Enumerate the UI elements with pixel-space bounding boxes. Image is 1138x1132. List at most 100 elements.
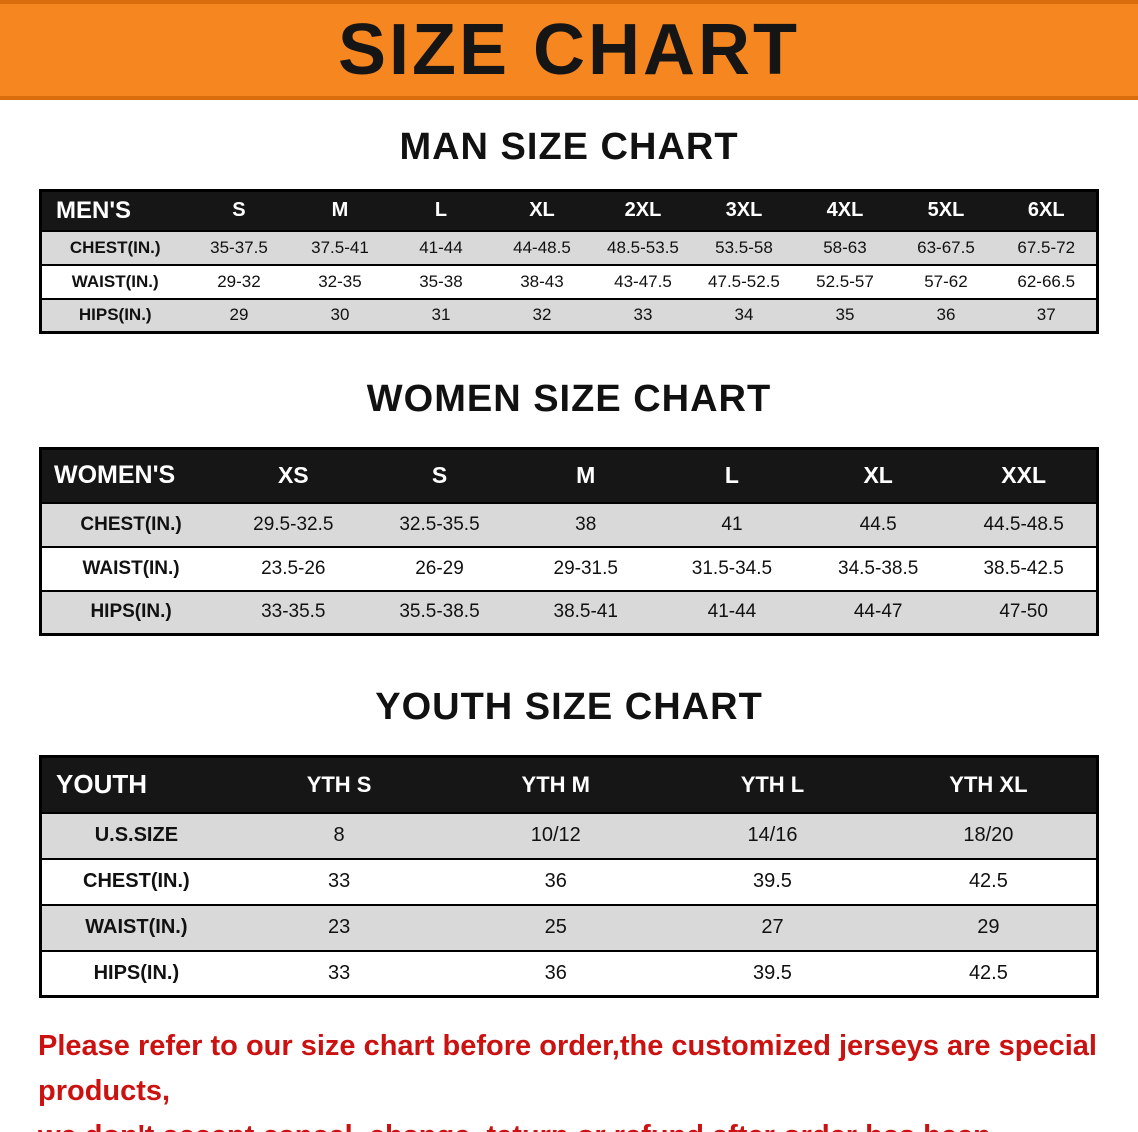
column-header-cell: L xyxy=(658,448,806,503)
women-size-table-wrap: WOMEN'S XS S M L XL XXL CHEST(IN.) 29.5-32.5 32.5… xyxy=(39,447,1099,636)
value-cell: 38.5-42.5 xyxy=(951,545,1098,591)
table-row: HIPS(IN.) 33 36 39.5 42.5 xyxy=(40,949,1098,997)
table-title-cell: YOUTH xyxy=(40,756,231,813)
youth-size-table: YOUTH YTH S YTH M YTH L YTH XL U.S.SIZE 8 10/12… xyxy=(39,755,1099,998)
value-cell: 33 xyxy=(230,949,448,997)
value-cell: 58-63 xyxy=(794,229,896,265)
value-cell: 23.5-26 xyxy=(220,545,367,591)
footer-line-1: Please refer to our size chart before or… xyxy=(38,1030,1097,1107)
value-cell: 44.5 xyxy=(805,501,952,547)
value-cell: 36 xyxy=(447,949,665,997)
section-heading-women: WOMEN SIZE CHART xyxy=(366,378,772,420)
row-label-cell: CHEST(IN.) xyxy=(40,501,221,547)
value-cell: 32-35 xyxy=(289,263,391,299)
women-size-table: WOMEN'S XS S M L XL XXL CHEST(IN.) 29.5-32.5 32.5… xyxy=(39,447,1099,636)
column-header-cell: XL xyxy=(805,448,952,503)
value-cell: 29-31.5 xyxy=(512,545,659,591)
men-size-table: MEN'S S M L XL 2XL 3XL 4XL 5XL 6XL CHEST(IN.) 35-37… xyxy=(39,189,1099,334)
value-cell: 44-47 xyxy=(805,589,952,635)
value-cell: 38-43 xyxy=(491,263,593,299)
value-cell: 39.5 xyxy=(664,857,881,905)
table-title-cell: WOMEN'S xyxy=(40,448,221,503)
row-label-cell: CHEST(IN.) xyxy=(40,857,231,905)
table-header-row: MEN'S S M L XL 2XL 3XL 4XL 5XL 6XL xyxy=(40,190,1098,231)
value-cell: 44-48.5 xyxy=(491,229,593,265)
table-row: CHEST(IN.) 29.5-32.5 32.5-35.5 38 41 44.5 44.5… xyxy=(40,501,1098,547)
value-cell: 52.5-57 xyxy=(794,263,896,299)
row-label-cell: WAIST(IN.) xyxy=(40,545,221,591)
row-label-cell: HIPS(IN.) xyxy=(40,949,231,997)
column-header-cell: XL xyxy=(491,190,593,231)
value-cell: 36 xyxy=(447,857,665,905)
value-cell: 31.5-34.5 xyxy=(658,545,806,591)
table-row: HIPS(IN.) 33-35.5 35.5-38.5 38.5-41 41-44 44-… xyxy=(40,589,1098,635)
value-cell: 33 xyxy=(592,297,694,333)
value-cell: 41 xyxy=(658,501,806,547)
value-cell: 29 xyxy=(880,903,1098,951)
value-cell: 23 xyxy=(230,903,448,951)
column-header-cell: 2XL xyxy=(592,190,694,231)
column-header-cell: M xyxy=(289,190,391,231)
value-cell: 39.5 xyxy=(664,949,881,997)
value-cell: 38.5-41 xyxy=(512,589,659,635)
column-header-cell: YTH M xyxy=(447,756,665,813)
value-cell: 43-47.5 xyxy=(592,263,694,299)
value-cell: 47-50 xyxy=(951,589,1098,635)
value-cell: 38 xyxy=(512,501,659,547)
value-cell: 32 xyxy=(491,297,593,333)
value-cell: 29 xyxy=(188,297,290,333)
value-cell: 35.5-38.5 xyxy=(366,589,513,635)
men-size-section: MAN SIZE CHART MEN'S S M L XL 2XL 3XL 4XL 5XL 6XL… xyxy=(0,126,1138,334)
page-title: SIZE CHART xyxy=(338,10,800,90)
value-cell: 53.5-58 xyxy=(693,229,795,265)
table-row: HIPS(IN.) 29 30 31 32 33 34 35 36 37 xyxy=(40,297,1098,333)
value-cell: 35-38 xyxy=(390,263,492,299)
women-size-section: WOMEN SIZE CHART WOMEN'S XS S M L XL XXL CHEST(… xyxy=(0,378,1138,636)
column-header-cell: 5XL xyxy=(895,190,997,231)
row-label-cell: U.S.SIZE xyxy=(40,811,231,859)
value-cell: 33 xyxy=(230,857,448,905)
value-cell: 34 xyxy=(693,297,795,333)
column-header-cell: XXL xyxy=(951,448,1098,503)
value-cell: 67.5-72 xyxy=(996,229,1098,265)
value-cell: 35-37.5 xyxy=(188,229,290,265)
value-cell: 36 xyxy=(895,297,997,333)
value-cell: 57-62 xyxy=(895,263,997,299)
row-label-cell: HIPS(IN.) xyxy=(40,589,221,635)
value-cell: 30 xyxy=(289,297,391,333)
value-cell: 27 xyxy=(664,903,881,951)
value-cell: 35 xyxy=(794,297,896,333)
value-cell: 26-29 xyxy=(366,545,513,591)
row-label-cell: WAIST(IN.) xyxy=(40,903,231,951)
value-cell: 41-44 xyxy=(658,589,806,635)
table-row: WAIST(IN.) 23.5-26 26-29 29-31.5 31.5-34.5 34… xyxy=(40,545,1098,591)
youth-size-section: YOUTH SIZE CHART YOUTH YTH S YTH M YTH L YTH… xyxy=(0,686,1138,998)
footer-note: Please refer to our size chart before or… xyxy=(0,1024,1138,1132)
section-heading-youth: YOUTH SIZE CHART xyxy=(375,686,763,728)
value-cell: 32.5-35.5 xyxy=(366,501,513,547)
column-header-cell: 3XL xyxy=(693,190,795,231)
value-cell: 10/12 xyxy=(447,811,665,859)
value-cell: 42.5 xyxy=(880,857,1098,905)
value-cell: 29.5-32.5 xyxy=(220,501,367,547)
value-cell: 34.5-38.5 xyxy=(805,545,952,591)
table-row: U.S.SIZE 8 10/12 14/16 18/20 xyxy=(40,811,1098,859)
value-cell: 42.5 xyxy=(880,949,1098,997)
column-header-cell: 4XL xyxy=(794,190,896,231)
table-row: CHEST(IN.) 33 36 39.5 42.5 xyxy=(40,857,1098,905)
men-size-table-wrap: MEN'S S M L XL 2XL 3XL 4XL 5XL 6XL CHEST(IN.) 35-37… xyxy=(39,189,1099,334)
value-cell: 8 xyxy=(230,811,448,859)
value-cell: 63-67.5 xyxy=(895,229,997,265)
value-cell: 18/20 xyxy=(880,811,1098,859)
value-cell: 29-32 xyxy=(188,263,290,299)
table-header-row: YOUTH YTH S YTH M YTH L YTH XL xyxy=(40,756,1098,813)
column-header-cell: S xyxy=(366,448,513,503)
row-label-cell: CHEST(IN.) xyxy=(40,229,189,265)
column-header-cell: XS xyxy=(220,448,367,503)
value-cell: 48.5-53.5 xyxy=(592,229,694,265)
value-cell: 37 xyxy=(996,297,1098,333)
value-cell: 14/16 xyxy=(664,811,881,859)
footer-line-2: we don't accept cancel, change, teturn o… xyxy=(38,1114,1100,1132)
value-cell: 25 xyxy=(447,903,665,951)
row-label-cell: HIPS(IN.) xyxy=(40,297,189,333)
